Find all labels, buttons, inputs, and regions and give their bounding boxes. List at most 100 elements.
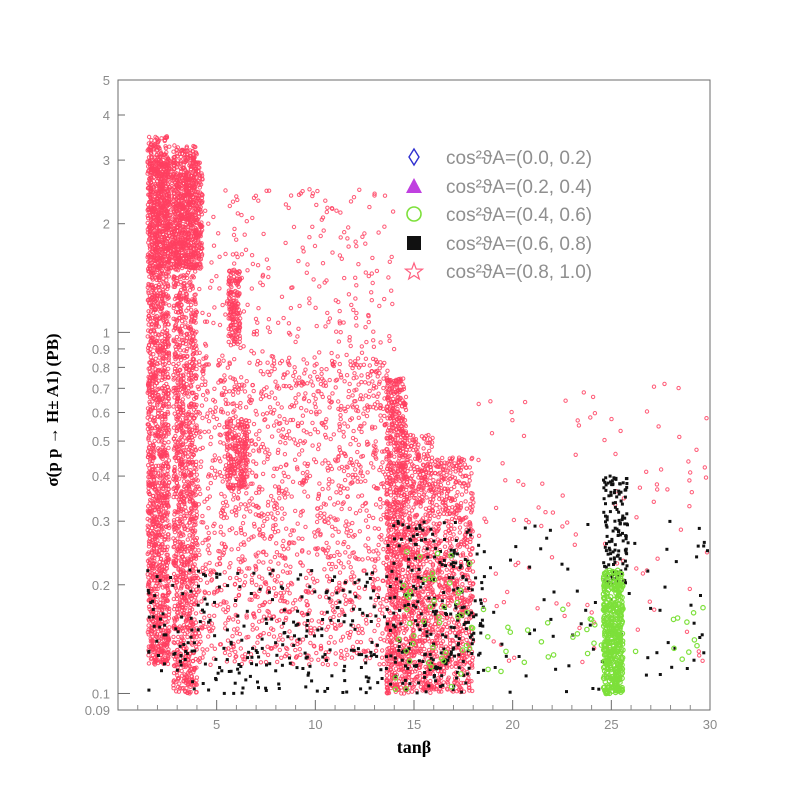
data-point-star xyxy=(154,605,159,610)
data-point-star xyxy=(151,363,156,368)
data-point-star xyxy=(152,502,157,507)
data-point-star xyxy=(159,386,164,391)
data-point-star xyxy=(145,382,151,387)
data-point-star xyxy=(150,639,155,645)
data-point-star xyxy=(153,370,158,376)
data-point-star xyxy=(160,464,166,469)
data-point-star xyxy=(171,305,176,311)
data-point-star xyxy=(150,358,156,363)
data-point-star xyxy=(148,558,153,563)
data-point-star xyxy=(149,426,155,431)
data-point-star xyxy=(152,572,158,577)
data-point-star xyxy=(166,652,172,657)
data-point-star xyxy=(167,522,172,528)
data-point-star xyxy=(160,417,165,422)
data-point-star xyxy=(154,505,160,510)
data-point-star xyxy=(146,563,152,568)
data-point-star xyxy=(181,376,186,381)
data-point-star xyxy=(153,552,158,558)
data-point-star xyxy=(147,360,152,365)
data-point-star xyxy=(162,447,167,453)
data-point-star xyxy=(150,647,155,652)
data-point-star xyxy=(148,459,153,464)
data-point-star xyxy=(158,511,163,516)
data-point-star xyxy=(159,516,164,521)
data-point-star xyxy=(148,656,154,662)
series-4 xyxy=(145,134,710,696)
data-point-star xyxy=(147,533,153,538)
data-point-star xyxy=(153,463,159,469)
data-point-star xyxy=(171,404,176,409)
data-point-star xyxy=(184,674,190,679)
data-point-star xyxy=(165,461,170,467)
data-point-star xyxy=(194,423,199,428)
data-point-star xyxy=(146,434,152,439)
data-point-star xyxy=(160,422,165,427)
data-point-star xyxy=(164,524,169,529)
data-point-star xyxy=(152,405,158,411)
data-point-star xyxy=(146,623,151,628)
data-point-star xyxy=(181,373,186,378)
data-point-star xyxy=(157,480,162,485)
data-point-star xyxy=(183,439,189,444)
data-point-star xyxy=(157,352,163,357)
data-point-star xyxy=(160,438,165,443)
data-point-star xyxy=(166,583,171,588)
data-point-star xyxy=(175,573,181,579)
data-point-star xyxy=(174,579,180,585)
data-point-star xyxy=(194,472,200,477)
data-point-star xyxy=(150,277,156,282)
data-point-star xyxy=(156,523,161,529)
data-point-star xyxy=(171,634,176,640)
data-point-star xyxy=(157,288,162,293)
data-point-star xyxy=(151,147,157,152)
data-point-star xyxy=(176,676,182,681)
data-point-star xyxy=(149,381,155,386)
data-point-star xyxy=(165,293,171,298)
data-point-star xyxy=(167,606,172,611)
data-point-star xyxy=(159,547,164,552)
data-point-star xyxy=(181,542,186,547)
data-point-star xyxy=(145,422,150,427)
data-point-star xyxy=(145,227,151,232)
data-point-star xyxy=(161,276,166,281)
data-point-star xyxy=(146,474,151,480)
data-point-star xyxy=(162,138,167,144)
data-point-star xyxy=(176,689,182,694)
data-point-star xyxy=(150,539,156,544)
data-point-star xyxy=(175,151,180,156)
data-point-star xyxy=(177,503,182,509)
data-point-star xyxy=(175,684,181,690)
data-point-star xyxy=(165,282,171,287)
data-point-star xyxy=(162,403,167,408)
data-point-star xyxy=(181,612,186,618)
data-point-star xyxy=(166,360,172,366)
data-point-star xyxy=(145,630,151,635)
data-point-star xyxy=(180,354,186,359)
data-point-star xyxy=(166,628,171,634)
data-point-star xyxy=(148,355,154,360)
data-point-star xyxy=(181,638,186,643)
data-point-star xyxy=(149,324,154,330)
data-point-star xyxy=(154,339,159,344)
data-point-star xyxy=(146,342,152,348)
data-point-star xyxy=(166,396,171,402)
data-point-star xyxy=(173,347,179,352)
data-point-star xyxy=(152,419,157,424)
data-point-star xyxy=(166,430,171,435)
data-point-star xyxy=(189,384,194,389)
data-point-star xyxy=(154,480,160,485)
data-point-star xyxy=(159,500,164,506)
data-point-star xyxy=(194,402,199,408)
data-point-star xyxy=(148,596,153,602)
data-point-star xyxy=(171,361,176,367)
data-point-star xyxy=(163,506,169,511)
data-point-star xyxy=(154,600,159,605)
data-point-star xyxy=(165,312,170,317)
data-point-star xyxy=(161,433,167,439)
data-point-star xyxy=(161,576,166,581)
data-point-star xyxy=(180,531,185,536)
data-point-star xyxy=(165,619,170,624)
data-point-star xyxy=(193,566,199,571)
data-point-star xyxy=(175,409,181,415)
